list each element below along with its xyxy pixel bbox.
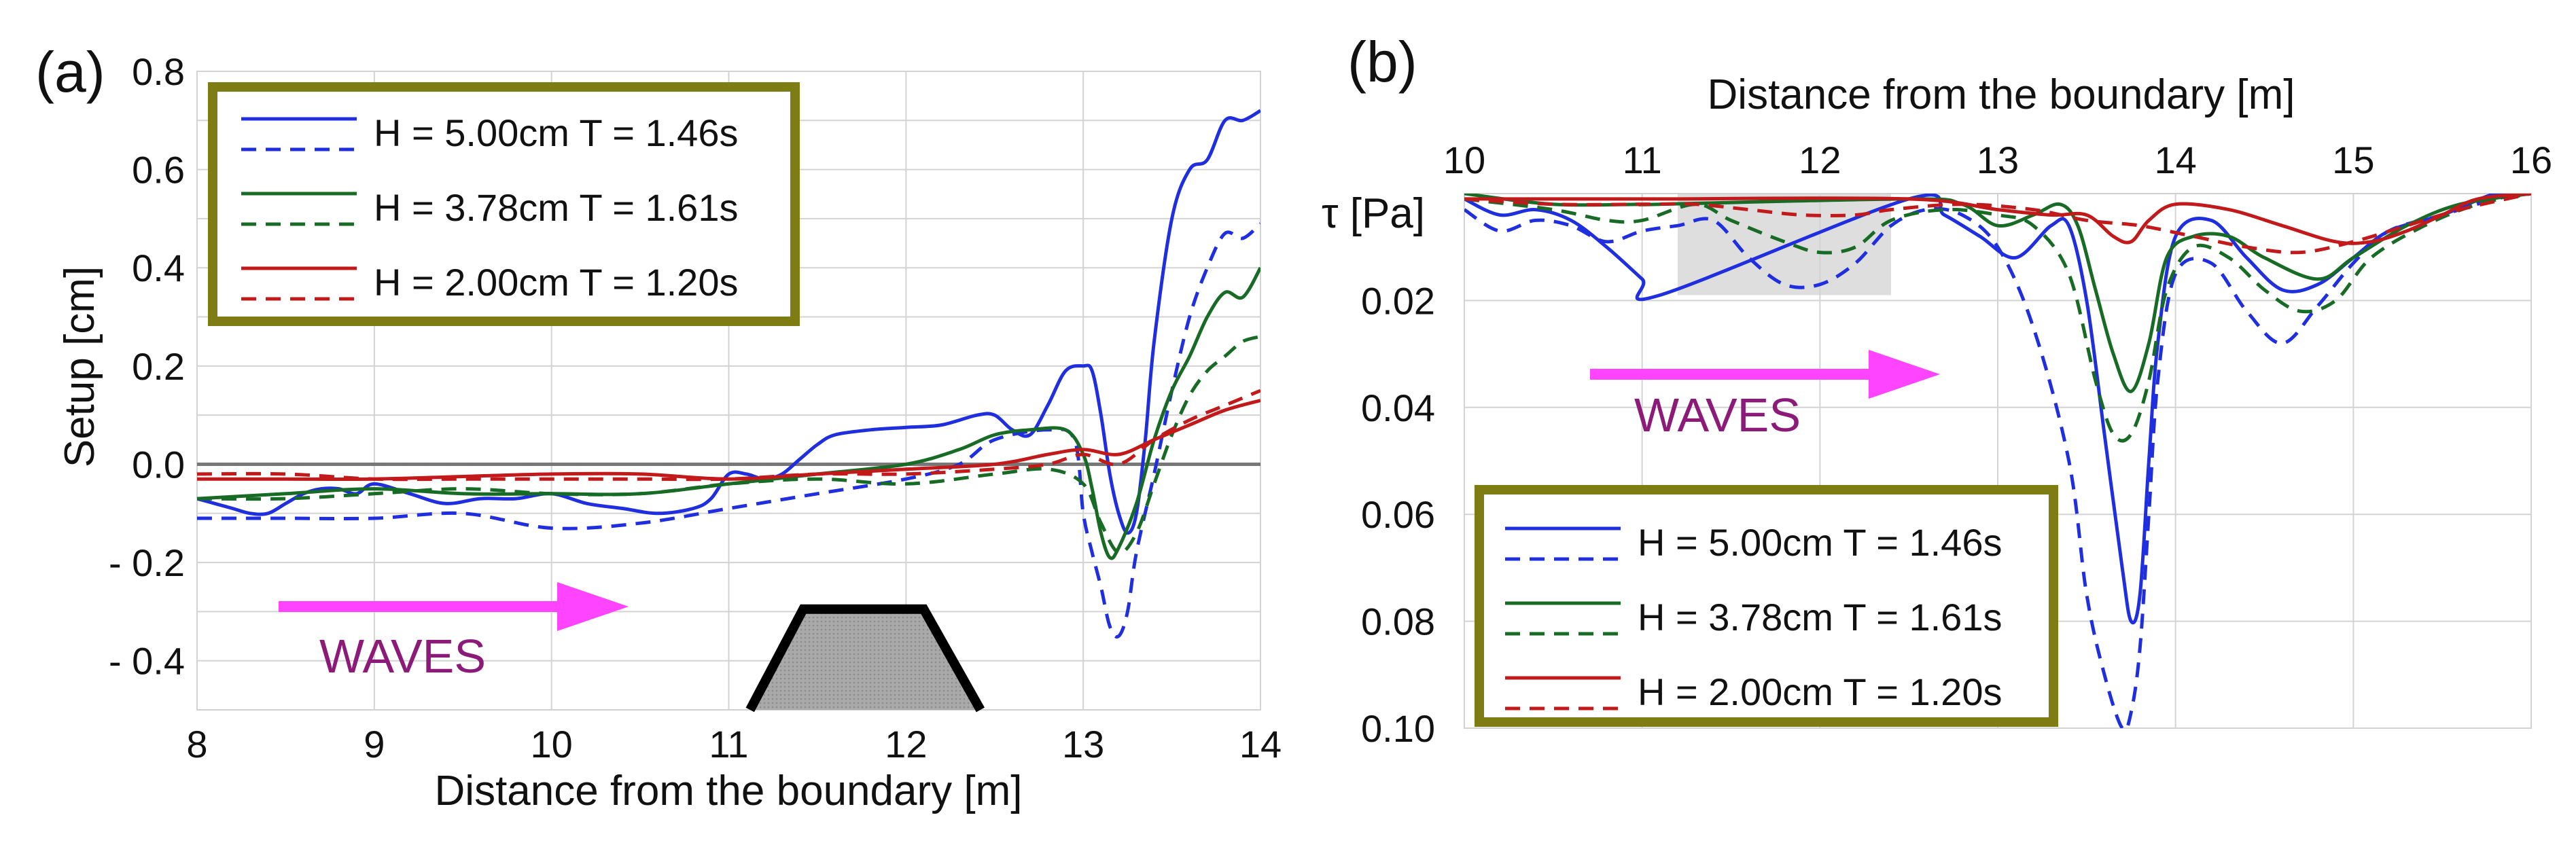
panel-a-waves-arrow-icon <box>279 582 629 631</box>
legend-entry: H = 5.00cm T = 1.46s <box>1638 521 2002 564</box>
series-line-solid <box>1464 194 2531 245</box>
panel-b-series <box>1464 194 2531 728</box>
x-tick-label: 12 <box>1799 139 1841 181</box>
y-tick-label: 0.10 <box>1361 707 1435 750</box>
series-line-dashed <box>197 389 1260 482</box>
panel-a-label: (a) <box>35 40 105 104</box>
panel-a-y-ticks: - 0.4 - 0.2 0.0 0.2 0.4 0.6 0.8 <box>109 50 185 683</box>
legend-entry: H = 3.78cm T = 1.61s <box>1638 596 2002 639</box>
panel-b-waves-arrow-icon <box>1590 350 1940 399</box>
panel-b-x-label: Distance from the boundary [m] <box>1708 71 2295 118</box>
panel-b-waves-label: WAVES <box>1634 389 1801 442</box>
x-tick-label: 11 <box>709 723 748 766</box>
x-tick-label: 14 <box>1239 723 1282 766</box>
breakwater-fill <box>749 609 981 710</box>
y-tick-label: 0.0 <box>132 443 185 486</box>
y-tick-label: 0.2 <box>132 345 185 388</box>
panel-b-y-ticks: 0.02 0.04 0.06 0.08 0.10 <box>1361 279 1435 750</box>
legend-entry: H = 2.00cm T = 1.20s <box>374 261 738 304</box>
panel-a-legend: H = 5.00cm T = 1.46s H = 3.78cm T = 1.61s… <box>208 82 800 326</box>
series-line-solid <box>197 266 1260 560</box>
panel-b-y-label: τ [Pa] <box>1322 190 1425 237</box>
series-line-solid <box>1464 194 2531 625</box>
x-tick-label: 14 <box>2155 139 2197 181</box>
x-tick-label: 10 <box>1443 139 1485 181</box>
panel-a-series <box>197 109 1260 639</box>
y-tick-label: 0.08 <box>1361 600 1435 643</box>
x-tick-label: 13 <box>1977 139 2019 181</box>
legend-entry: H = 2.00cm T = 1.20s <box>1638 670 2002 713</box>
y-tick-label: 0.06 <box>1361 493 1435 536</box>
y-tick-label: - 0.4 <box>109 640 185 683</box>
panel-a-x-ticks: 8 9 10 11 12 13 14 <box>186 723 1282 766</box>
legend-entry: H = 3.78cm T = 1.61s <box>374 186 738 229</box>
y-tick-label: 0.8 <box>132 50 185 93</box>
panel-a-y-label: Setup [cm] <box>56 266 103 467</box>
y-tick-label: 0.4 <box>132 247 185 289</box>
x-tick-label: 10 <box>531 723 573 766</box>
x-tick-label: 13 <box>1062 723 1104 766</box>
panel-b-legend: H = 5.00cm T = 1.46s H = 3.78cm T = 1.61s… <box>1475 485 2058 727</box>
x-tick-label: 16 <box>2510 139 2552 181</box>
panel-b-x-ticks: 10 11 12 13 14 15 16 <box>1443 139 2552 181</box>
breakwater-outline <box>745 604 985 713</box>
x-tick-label: 12 <box>885 723 927 766</box>
panel-b: (b) 10 11 12 13 14 15 16 0.020.040.060.080.10 … <box>1322 30 2552 750</box>
panel-a-x-label: Distance from the boundary [m] <box>435 768 1023 814</box>
panel-b-label: (b) <box>1347 30 1417 94</box>
y-tick-label: - 0.2 <box>109 541 185 584</box>
x-tick-label: 15 <box>2332 139 2374 181</box>
panel-a: (a) 8 9 10 11 12 13 14 - 0.4 - 0.2 0.0 0.2 0.4 0.6 0… <box>35 40 1282 814</box>
y-tick-label: 0.6 <box>132 149 185 192</box>
series-line-dashed <box>1464 194 2531 728</box>
legend-entry: H = 5.00cm T = 1.46s <box>374 111 738 154</box>
x-tick-label: 9 <box>364 723 385 766</box>
panel-a-breakwater <box>745 604 985 713</box>
series-line-dashed <box>1464 194 2531 443</box>
y-tick-label: 0.02 <box>1361 279 1435 322</box>
x-tick-label: 8 <box>186 723 207 766</box>
y-tick-label: 0.04 <box>1361 386 1435 429</box>
panel-a-waves-label: WAVES <box>319 630 486 683</box>
x-tick-label: 11 <box>1623 139 1662 181</box>
